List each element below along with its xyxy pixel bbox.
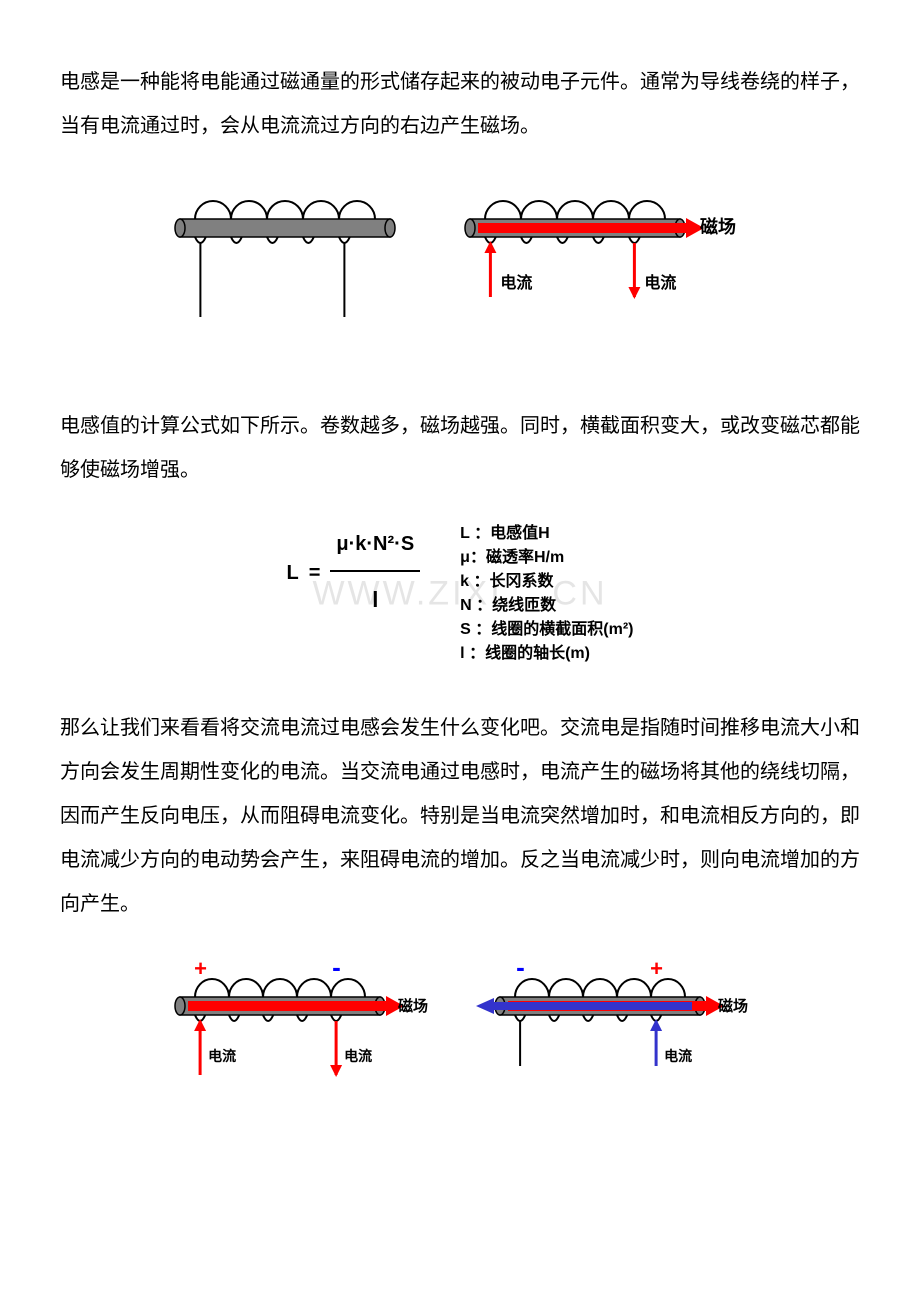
inductance-formula: L = μ·k·N²·S l — [286, 522, 420, 624]
legend-l: l ：线圈的轴长(m) — [460, 642, 633, 666]
formula-eq: = — [309, 551, 321, 595]
formula-numerator: μ·k·N²·S — [330, 522, 420, 572]
figure-1: 磁场电流 电流 — [60, 178, 860, 364]
formula-lhs: L — [286, 551, 298, 595]
figure-2: + - 磁场电流 电流 - + 磁场电流 — [60, 956, 860, 1102]
paragraph-2: 电感值的计算公式如下所示。卷数越多，磁场越强。同时，横截面积变大，或改变磁芯都能… — [60, 404, 860, 492]
svg-text:电流: 电流 — [208, 1048, 236, 1064]
legend-L: L ：电感值H — [460, 522, 633, 546]
svg-text:+: + — [650, 956, 663, 981]
legend-mu: μ：磁透率H/m — [460, 546, 633, 570]
formula-denominator: l — [366, 572, 384, 624]
formula-legend: L ：电感值H μ：磁透率H/m k ：长冈系数 N ：绕线匝数 S ：线圈的横… — [460, 522, 633, 666]
svg-text:电流: 电流 — [664, 1048, 692, 1064]
svg-text:-: - — [332, 956, 341, 982]
paragraph-1: 电感是一种能将电能通过磁通量的形式储存起来的被动电子元件。通常为导线卷绕的样子，… — [60, 60, 860, 148]
svg-text:磁场: 磁场 — [398, 997, 428, 1015]
svg-text:电流: 电流 — [644, 273, 676, 292]
svg-text:磁场: 磁场 — [718, 997, 748, 1015]
svg-text:-: - — [516, 956, 525, 982]
legend-k: k ：长冈系数 — [460, 570, 633, 594]
paragraph-3: 那么让我们来看看将交流电流过电感会发生什么变化吧。交流电是指随时间推移电流大小和… — [60, 706, 860, 926]
svg-text:电流: 电流 — [500, 273, 532, 292]
svg-text:磁场: 磁场 — [700, 216, 736, 237]
formula-block: WWW.ZIXI....CN L = μ·k·N²·S l L ：电感值H μ：… — [60, 522, 860, 666]
legend-N: N ：绕线匝数 — [460, 594, 633, 618]
legend-S: S ：线圈的横截面积(m²) — [460, 618, 633, 642]
svg-text:+: + — [194, 956, 207, 981]
svg-text:电流: 电流 — [344, 1048, 372, 1064]
